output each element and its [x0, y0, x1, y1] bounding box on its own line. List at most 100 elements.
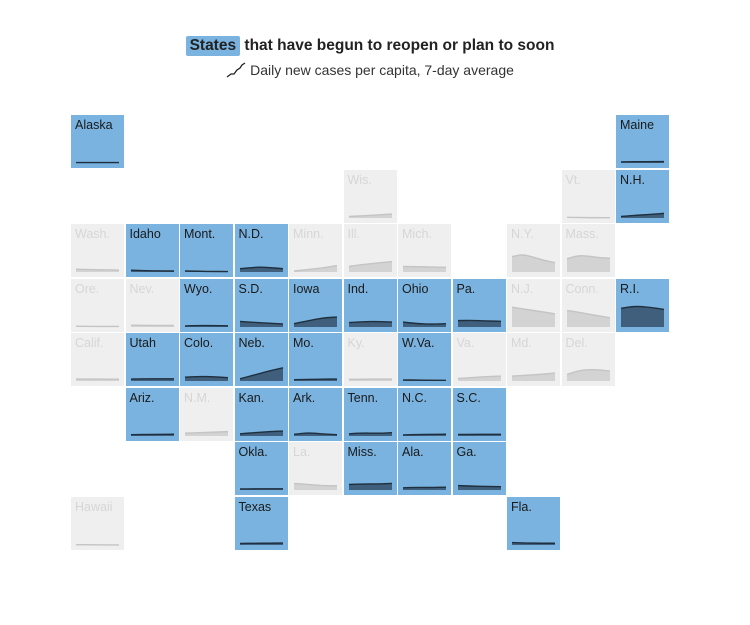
state-label: La. — [293, 445, 311, 459]
state-label: Mont. — [184, 227, 216, 241]
state-label: Mass. — [565, 227, 599, 241]
case-area — [294, 483, 337, 490]
sparkline — [457, 433, 501, 436]
sparkline — [620, 160, 665, 163]
case-line — [511, 372, 556, 377]
sparkline — [566, 368, 610, 381]
state-label: Wyo. — [184, 281, 213, 296]
case-area — [512, 373, 555, 381]
state-label: Idaho — [129, 227, 161, 241]
case-area — [512, 306, 555, 327]
state-tile-pa: Pa. — [452, 278, 506, 332]
state-label: Conn. — [565, 281, 599, 296]
state-tile-kan: Kan. — [234, 387, 288, 441]
case-line — [511, 541, 555, 544]
state-tile-la: La. — [289, 442, 342, 495]
state-label: S.C. — [456, 390, 481, 405]
case-line — [402, 320, 447, 325]
state-label: Wis. — [347, 172, 372, 187]
state-tile-w-va: W.Va. — [398, 333, 451, 386]
state-tile-ore: Ore. — [71, 278, 124, 332]
state-label: Md. — [511, 336, 532, 350]
sparkline — [75, 268, 120, 272]
case-line — [348, 482, 392, 486]
sparkline — [348, 431, 392, 436]
sparkline — [239, 541, 283, 545]
state-tile-nev: Nev. — [125, 278, 179, 332]
state-tile-wash: Wash. — [71, 224, 124, 277]
sparkline — [457, 319, 501, 327]
case-line — [239, 266, 283, 270]
case-area — [457, 376, 501, 381]
case-area — [239, 430, 283, 436]
state-label: N.D. — [238, 227, 264, 241]
state-tile-ind: Ind. — [343, 278, 397, 332]
state-label: N.Y. — [511, 227, 534, 241]
state-tile-n-h: N.H. — [616, 169, 669, 223]
state-label: Ohio — [402, 281, 429, 296]
sparkline — [511, 306, 556, 327]
sparkline — [293, 264, 338, 272]
state-label: Vt. — [565, 172, 581, 187]
case-area — [239, 367, 283, 381]
state-label: Ore. — [75, 281, 100, 296]
sparkline — [348, 212, 392, 218]
case-line — [348, 260, 392, 268]
case-line — [457, 375, 501, 380]
sparkline — [511, 254, 556, 272]
sparkline — [184, 324, 229, 327]
case-line — [184, 430, 229, 434]
case-area — [621, 305, 664, 327]
state-tile-minn: Minn. — [289, 224, 342, 277]
sparkline — [184, 430, 229, 436]
case-line — [620, 305, 665, 310]
case-area — [348, 321, 392, 327]
state-tile-n-j: N.J. — [507, 278, 560, 332]
state-tile-miss: Miss. — [343, 442, 397, 495]
case-area — [239, 321, 283, 327]
sparkline — [402, 320, 447, 327]
case-area — [294, 316, 337, 327]
case-area — [566, 310, 610, 327]
state-label: Fla. — [511, 499, 532, 514]
state-tile-ky: Ky. — [343, 333, 397, 386]
state-label: Hawaii — [75, 499, 113, 514]
state-tile-idaho: Idaho — [125, 224, 179, 277]
case-line — [293, 482, 338, 487]
sparkline — [130, 378, 174, 381]
state-label: N.H. — [620, 172, 645, 187]
state-tile-ala: Ala. — [398, 442, 451, 495]
state-label: Ill. — [347, 227, 361, 241]
sparkline — [239, 367, 283, 381]
case-line — [566, 255, 610, 260]
case-line — [402, 265, 447, 269]
state-tile-okla: Okla. — [234, 442, 288, 495]
state-tile-ohio: Ohio — [398, 278, 451, 332]
state-label: Alaska — [75, 118, 113, 132]
state-tile-colo: Colo. — [180, 333, 233, 386]
sparkline — [457, 375, 501, 381]
state-tile-wis: Wis. — [343, 169, 397, 223]
case-area — [403, 266, 446, 272]
sparkline — [184, 375, 229, 381]
state-label: Mich. — [402, 227, 432, 241]
sparkline — [75, 161, 119, 164]
chart-header: States that have begun to reopen or plan… — [0, 34, 740, 79]
state-tile-fla: Fla. — [507, 496, 560, 550]
state-label: Maine — [620, 118, 655, 132]
state-tile-wyo: Wyo. — [180, 278, 233, 332]
sparkline — [239, 266, 283, 272]
sparkline — [239, 429, 283, 436]
chart-title: States that have begun to reopen or plan… — [0, 34, 740, 58]
state-label: Pa. — [456, 281, 476, 296]
case-line — [457, 484, 501, 488]
state-tile-mich: Mich. — [398, 224, 451, 277]
state-tile-va: Va. — [452, 333, 506, 386]
state-label: Ariz. — [129, 390, 155, 405]
sparkline — [402, 486, 447, 490]
sparkline — [511, 372, 556, 381]
sparkline — [293, 482, 338, 490]
case-line — [566, 309, 610, 318]
state-label: N.M. — [184, 390, 211, 405]
